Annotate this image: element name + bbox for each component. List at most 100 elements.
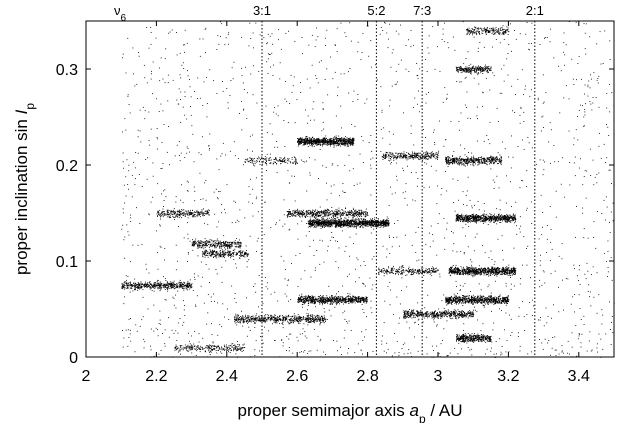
data-point: [478, 296, 480, 298]
data-point: [442, 101, 444, 103]
data-point: [146, 283, 148, 285]
data-point: [331, 232, 333, 233]
data-point: [408, 71, 410, 72]
data-point: [153, 355, 155, 357]
data-point: [133, 285, 135, 287]
data-point: [258, 306, 259, 308]
data-point: [202, 213, 204, 215]
data-point: [223, 242, 224, 244]
data-point: [269, 35, 271, 37]
data-point: [542, 115, 544, 117]
data-point: [381, 343, 383, 345]
data-point: [167, 289, 169, 290]
data-point: [540, 194, 542, 196]
data-point: [231, 244, 233, 246]
data-point: [294, 41, 296, 42]
data-point: [544, 161, 545, 163]
data-point: [272, 75, 274, 76]
data-point: [252, 94, 254, 96]
data-point: [177, 103, 179, 105]
data-point: [180, 77, 182, 79]
data-point: [177, 210, 179, 212]
data-point: [516, 233, 518, 235]
data-point: [181, 281, 183, 283]
data-point: [268, 54, 270, 55]
data-point: [348, 92, 350, 94]
data-point: [175, 215, 177, 216]
data-point: [177, 285, 178, 287]
data-point: [379, 33, 381, 35]
data-point: [266, 320, 268, 322]
data-point: [337, 138, 339, 140]
data-point: [539, 159, 541, 161]
data-point: [217, 349, 219, 351]
data-point: [387, 348, 389, 350]
data-point: [349, 144, 351, 146]
data-point: [209, 249, 211, 251]
data-point: [583, 176, 585, 177]
data-point: [305, 138, 306, 139]
data-point: [122, 212, 124, 214]
data-point: [197, 214, 199, 216]
data-point: [206, 243, 208, 245]
data-point: [180, 121, 182, 123]
data-point: [443, 218, 445, 219]
data-point: [348, 348, 349, 349]
data-point: [339, 143, 340, 145]
data-point: [499, 199, 501, 201]
data-point: [211, 252, 213, 254]
data-point: [304, 270, 306, 272]
data-point: [342, 190, 344, 192]
data-point: [137, 285, 139, 287]
data-point: [383, 350, 385, 352]
data-point: [511, 332, 513, 333]
data-point: [582, 212, 584, 214]
data-point: [315, 306, 316, 308]
data-point: [223, 235, 225, 237]
data-point: [229, 347, 230, 349]
data-point: [328, 140, 330, 142]
data-point: [196, 209, 198, 211]
data-point: [227, 254, 229, 256]
data-point: [187, 284, 189, 286]
data-point: [235, 317, 237, 319]
data-point: [143, 64, 145, 66]
data-point: [314, 322, 315, 324]
data-point: [236, 238, 237, 239]
data-point: [217, 240, 219, 242]
data-point: [593, 72, 595, 74]
data-point: [418, 259, 420, 261]
data-point: [352, 214, 353, 216]
data-point: [279, 316, 280, 317]
data-point: [312, 141, 314, 143]
data-point: [298, 316, 300, 318]
data-point: [398, 33, 400, 35]
data-point: [303, 139, 305, 141]
data-point: [446, 228, 448, 230]
data-point: [172, 209, 174, 211]
data-point: [320, 144, 322, 146]
data-point: [169, 217, 170, 219]
data-point: [207, 252, 209, 254]
data-point: [322, 138, 324, 140]
data-point: [164, 211, 165, 213]
data-point: [141, 186, 143, 187]
data-point: [302, 317, 304, 319]
data-point: [128, 285, 130, 287]
data-point: [311, 140, 313, 142]
data-point: [217, 346, 219, 348]
data-point: [573, 137, 575, 139]
data-point: [197, 211, 199, 213]
data-point: [122, 283, 124, 285]
data-point: [180, 282, 182, 284]
data-point: [362, 282, 364, 284]
data-point: [312, 317, 313, 319]
data-point: [262, 342, 264, 344]
data-point: [198, 245, 200, 247]
data-point: [452, 250, 454, 252]
data-point: [148, 272, 150, 274]
data-point: [204, 222, 205, 224]
data-point: [243, 318, 245, 320]
data-point: [142, 316, 144, 318]
data-point: [433, 350, 434, 351]
